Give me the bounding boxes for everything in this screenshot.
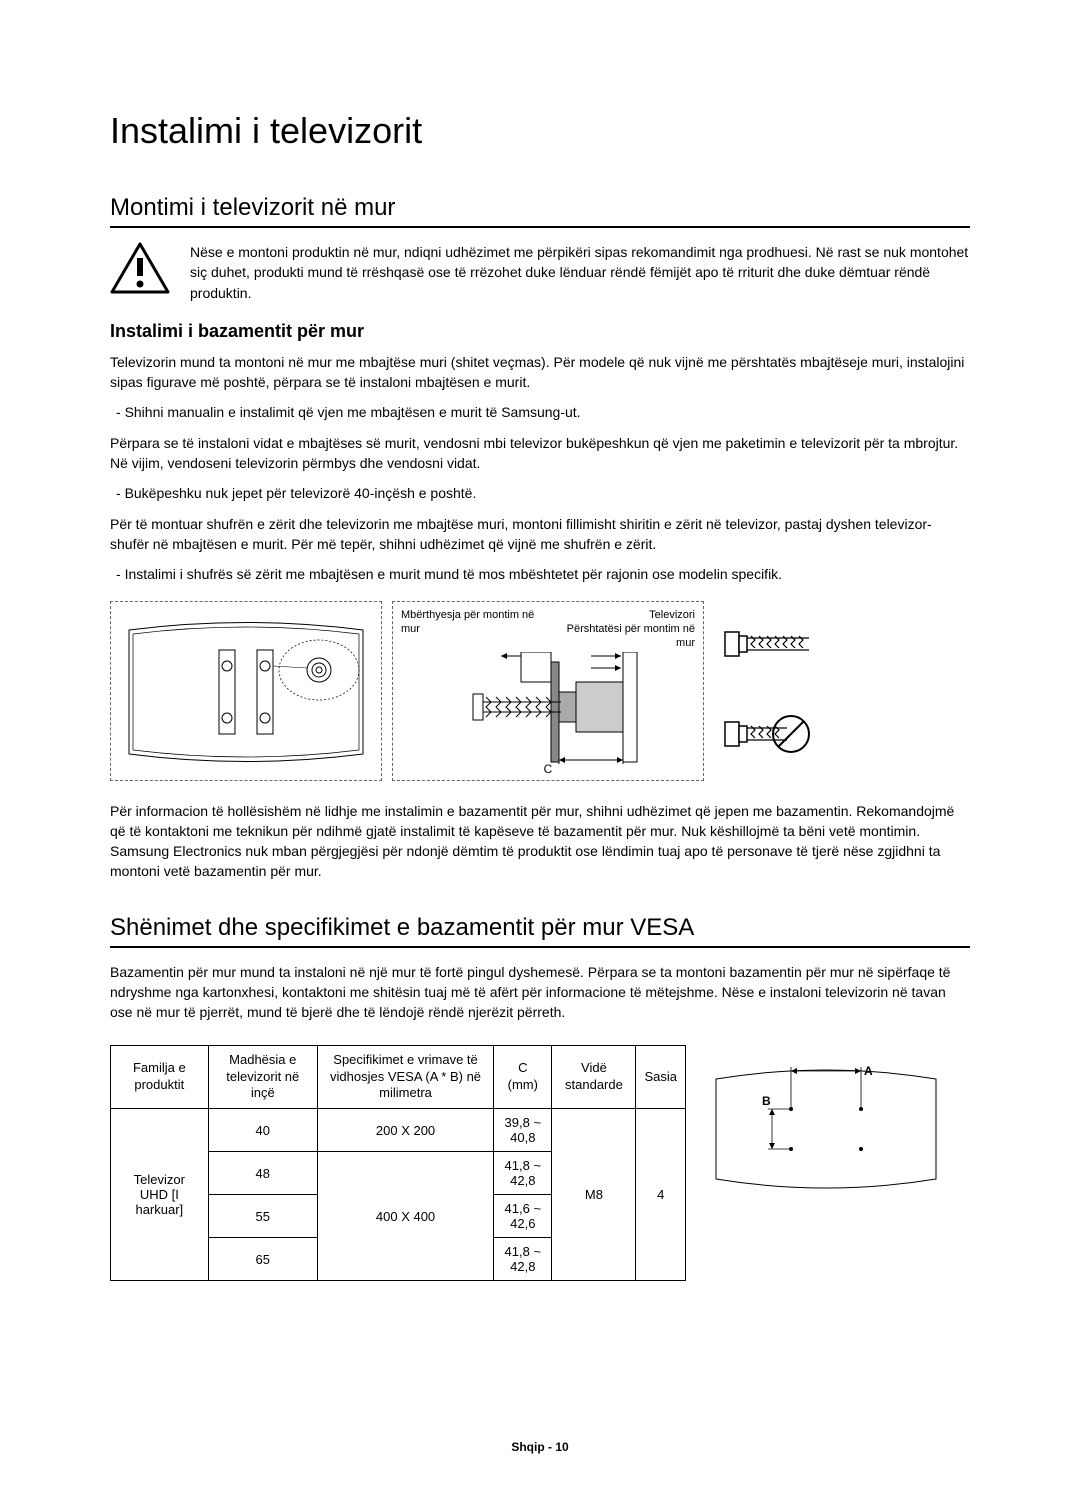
table-header: Madhësia e televizorit në inçë	[208, 1045, 317, 1109]
table-cell: 200 X 200	[317, 1109, 493, 1152]
table-header: Specifikimet e vrimave të vidhosjes VESA…	[317, 1045, 493, 1109]
paragraph: Përpara se të instaloni vidat e mbajtëse…	[110, 433, 970, 474]
table-header: Sasia	[636, 1045, 686, 1109]
vesa-spec-table: Familja e produktit Madhësia e televizor…	[110, 1045, 686, 1282]
table-cell: 4	[636, 1109, 686, 1281]
table-cell: 39,8 ~ 40,8	[494, 1109, 552, 1152]
table-header: Vidë standarde	[552, 1045, 636, 1109]
table-cell: M8	[552, 1109, 636, 1281]
list-item: Shihni manualin e instalimit që vjen me …	[110, 402, 970, 422]
table-cell: 400 X 400	[317, 1152, 493, 1281]
table-cell: 41,6 ~ 42,6	[494, 1195, 552, 1238]
warning-block: Nëse e montoni produktin në mur, ndiqni …	[110, 242, 970, 303]
a-label: A	[864, 1064, 873, 1078]
table-cell: 65	[208, 1238, 317, 1281]
diagram-label: Televizori	[550, 608, 695, 622]
c-label: C	[544, 762, 553, 776]
warning-icon	[110, 242, 170, 299]
table-cell: 40	[208, 1109, 317, 1152]
section2-heading: Shënimet dhe specifikimet e bazamentit p…	[110, 914, 970, 948]
table-header: Familja e produktit	[111, 1045, 209, 1109]
page-title: Instalimi i televizorit	[110, 110, 970, 152]
table-header: C (mm)	[494, 1045, 552, 1109]
diagram-label: Mbërthyesja për montim në mur	[401, 608, 550, 651]
screw-ok-icon	[723, 624, 813, 664]
table-cell: 41,8 ~ 42,8	[494, 1238, 552, 1281]
adapter-cross-section-diagram: Mbërthyesja për montim në mur Televizori…	[392, 601, 704, 781]
section1-heading: Montimi i televizorit në mur	[110, 194, 970, 228]
table-cell: Televizor UHD [I harkuar]	[111, 1109, 209, 1281]
warning-text: Nëse e montoni produktin në mur, ndiqni …	[190, 242, 970, 303]
list-item: Instalimi i shufrës së zërit me mbajtëse…	[110, 564, 970, 584]
spec-table-row: Familja e produktit Madhësia e televizor…	[110, 1033, 970, 1282]
section1-subheading: Instalimi i bazamentit për mur	[110, 321, 970, 342]
list-item: Bukëpeshku nuk jepet për televizorë 40-i…	[110, 483, 970, 503]
table-cell: 48	[208, 1152, 317, 1195]
vesa-ab-diagram: A B	[706, 1033, 946, 1204]
paragraph: Për informacion të hollësishëm në lidhje…	[110, 801, 970, 882]
diagram-label: Përshtatësi për montim në mur	[550, 622, 695, 651]
table-row: Televizor UHD [I harkuar] 40 200 X 200 3…	[111, 1109, 686, 1152]
table-cell: 41,8 ~ 42,8	[494, 1152, 552, 1195]
b-label: B	[762, 1094, 771, 1108]
screw-diagrams	[714, 601, 814, 781]
screw-forbidden-icon	[723, 711, 813, 757]
mounting-diagram-row: Mbërthyesja për montim në mur Televizori…	[110, 601, 970, 781]
tv-bracket-diagram	[110, 601, 382, 781]
paragraph: Për të montuar shufrën e zërit dhe telev…	[110, 514, 970, 555]
paragraph: Bazamentin për mur mund ta instaloni në …	[110, 962, 970, 1023]
table-cell: 55	[208, 1195, 317, 1238]
page-footer: Shqip - 10	[0, 1440, 1080, 1454]
paragraph: Televizorin mund ta montoni në mur me mb…	[110, 352, 970, 393]
